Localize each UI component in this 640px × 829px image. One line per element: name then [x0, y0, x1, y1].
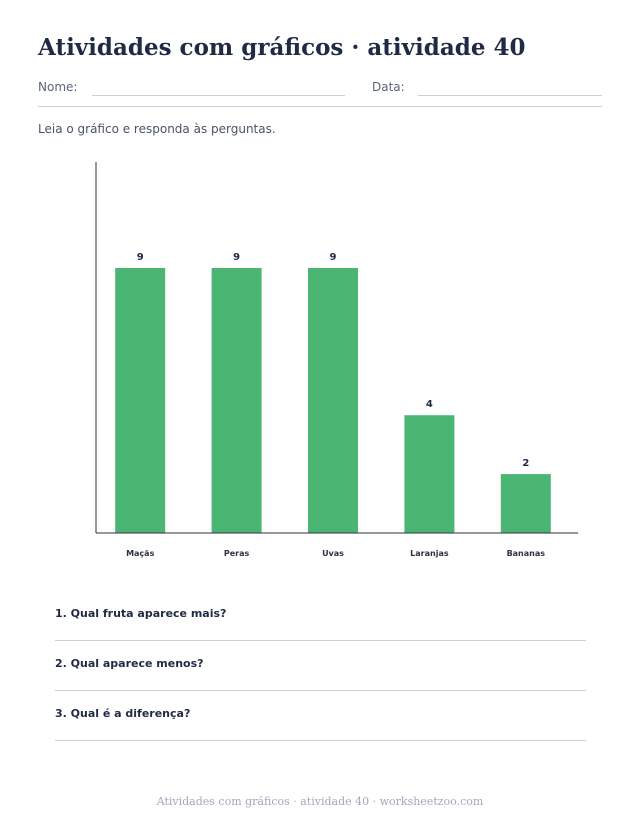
bar-value-label-3: 4: [426, 399, 433, 410]
bar-0: [115, 268, 166, 533]
question-3: 3. Qual é a diferença?: [55, 707, 191, 720]
bar-3: [404, 415, 455, 533]
answer-line-3[interactable]: [55, 740, 586, 741]
bar-1: [211, 268, 262, 533]
page-title: Atividades com gráficos · atividade 40: [38, 34, 526, 61]
answer-line-1[interactable]: [55, 640, 586, 641]
instructions-text: Leia o gráfico e responda às perguntas.: [38, 122, 276, 136]
question-1: 1. Qual fruta aparece mais?: [55, 607, 227, 620]
bar-value-label-4: 2: [522, 458, 529, 469]
bar-value-label-2: 9: [330, 252, 337, 263]
x-tick-label-4: Bananas: [507, 549, 546, 558]
x-tick-label-0: Maçãs: [126, 549, 155, 558]
bar-value-label-1: 9: [233, 252, 240, 263]
answer-line-2[interactable]: [55, 690, 586, 691]
bar-value-label-0: 9: [137, 252, 144, 263]
bar-4: [500, 474, 551, 533]
name-label: Nome:: [38, 80, 78, 94]
date-field[interactable]: [418, 95, 602, 96]
name-field[interactable]: [92, 95, 345, 96]
x-tick-label-1: Peras: [224, 549, 250, 558]
date-label: Data:: [372, 80, 405, 94]
page-footer: Atividades com gráficos · atividade 40 ·…: [156, 795, 484, 808]
bar-2: [308, 268, 358, 533]
x-tick-label-3: Laranjas: [410, 549, 449, 558]
question-2: 2. Qual aparece menos?: [55, 657, 204, 670]
bar-chart: 9 Maçãs 9 Peras 9 Uvas 4 Laranjas 2 Bananas: [95, 162, 578, 558]
header-divider: [38, 106, 602, 107]
x-tick-label-2: Uvas: [322, 549, 344, 558]
